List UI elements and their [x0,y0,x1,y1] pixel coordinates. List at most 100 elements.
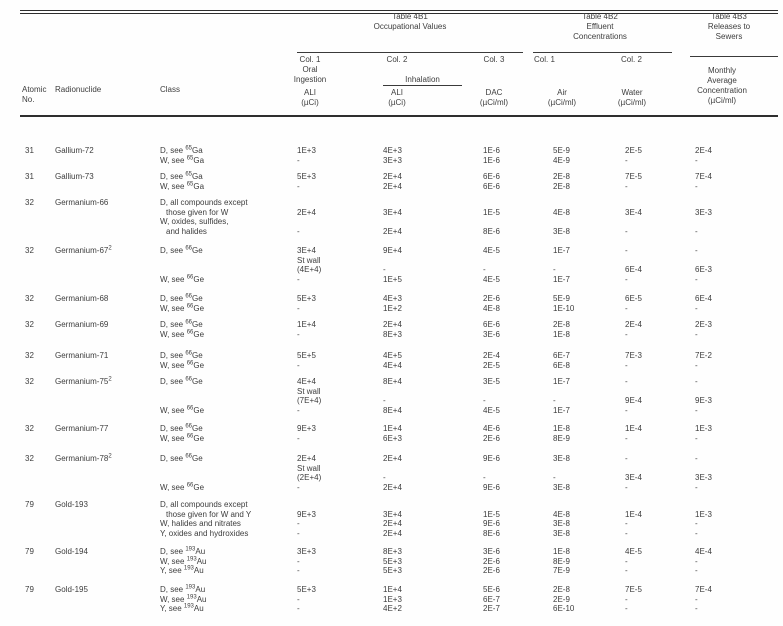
water-effluent-cell: 7E-5 [625,585,642,594]
water-effluent-cell: 9E-4 [625,396,642,405]
oral-ali-cell: St wall [297,255,321,265]
air-col-label: Col. 1 [534,55,555,64]
sewer-concentration-cell: - [695,303,698,313]
water-effluent-cell: - [625,556,628,566]
atomic-number-cell: 32 [25,424,34,433]
inhalation-ali-cell: 2E+4 [383,226,402,236]
atomic-no-header-line1: Atomic [22,85,47,94]
isotope-superscript: 66 [185,319,193,326]
sewer-concentration-cell: 1E-3 [695,424,712,433]
radionuclide-name-cell: Gallium-72 [55,146,94,155]
class-cell: W, see 193Au [160,593,207,604]
radionuclide-name-cell: Gallium-73 [55,172,94,181]
dac-cell: 2E-6 [483,294,500,303]
inhalation-ali-cell: 2E+4 [383,519,402,528]
inhalation-ali-cell: 1E+4 [383,424,402,433]
oral-ali-cell: (4E+4) [297,265,322,274]
air-effluent-cell: 1E-8 [553,547,570,556]
atomic-number-cell: 32 [25,246,34,255]
sewer-concentration-cell: 7E-2 [695,351,712,360]
oral-ali-cell: - [297,360,300,370]
isotope-superscript: 66 [186,481,194,488]
class-cell: D, see 65Ga [160,171,203,181]
air-effluent-cell: 6E-8 [553,360,570,370]
air-effluent-cell: 1E-8 [553,424,570,433]
sewer-sub-label2: Average [707,76,737,85]
table-4b2-title: Table 4B2 Effluent Concentrations [545,12,655,42]
isotope-superscript: 66 [186,273,194,280]
oral-sub-label2: Ingestion [293,75,327,84]
class-cell: those given for W and Y [166,509,252,519]
isotope-superscript: 66 [185,453,193,460]
air-effluent-cell: - [553,396,556,405]
table-4b1-title-line1: Table 4B1 [392,12,428,21]
atomic-number-cell: 32 [25,294,34,303]
air-effluent-cell: 6E-7 [553,351,570,360]
radionuclide-name-cell: Gold-195 [55,585,88,594]
inhalation-ali-cell: 3E+3 [383,155,402,165]
footnote-marker: 2 [108,376,112,383]
table-4b3-title-line1: Table 4B3 [711,12,747,21]
oral-ali-label: ALI [303,88,316,97]
water-effluent-cell: - [625,594,628,604]
sewer-concentration-cell: 3E-3 [695,473,712,482]
inhalation-ali-cell: 1E+2 [383,303,402,313]
table-4b1-title-line2: Occupational Values [373,22,447,31]
oral-unit-label: (µCi) [301,98,319,107]
atomic-number-cell: 32 [25,454,34,463]
class-cell: D, see 66Ge [160,423,203,433]
inhalation-ali-cell: 2E+4 [383,181,402,191]
oral-sub-label1: Oral [302,65,318,74]
water-effluent-cell: - [625,246,628,255]
oral-ali-cell: 2E+4 [297,207,316,217]
water-effluent-cell: - [625,377,628,386]
oral-ali-cell: 5E+3 [297,294,316,303]
oral-col-label: Col. 1 [299,55,321,64]
dac-cell: 4E-5 [483,274,500,284]
isotope-superscript: 193 [183,565,194,572]
oral-ali-cell: 5E+3 [297,585,316,594]
oral-ali-cell: - [297,566,300,575]
oral-ali-cell: - [297,274,300,284]
table-4b1-title: Table 4B1 Occupational Values [335,12,485,32]
isotope-superscript: 193 [185,546,196,553]
radionuclide-name-cell: Germanium-782 [55,453,112,463]
inhalation-ali-cell: 5E+3 [383,556,402,566]
inhalation-ali-cell: - [383,473,386,482]
inhalation-ali-cell: 1E+5 [383,274,402,284]
dac-cell: 4E-6 [483,424,500,433]
dac-cell: 9E-6 [483,519,500,528]
inhalation-ali-cell: 4E+3 [383,294,402,303]
atomic-number-cell: 31 [25,172,34,181]
class-cell: D, see 66Ge [160,376,203,386]
air-unit-label: (µCi/ml) [547,98,577,107]
top-double-rule [20,10,778,14]
sewer-sub-label3: Concentration [697,86,747,95]
sewer-concentration-cell: 2E-3 [695,320,712,329]
water-effluent-cell: - [625,528,628,538]
water-effluent-cell: - [625,566,628,575]
water-effluent-cell: - [625,604,628,613]
dac-cell: 4E-8 [483,303,500,313]
dac-cell: 5E-6 [483,585,500,594]
dac-cell: 6E-6 [483,320,500,329]
class-cell: W, see 193Au [160,555,207,566]
dac-cell: 8E-6 [483,528,500,538]
isotope-superscript: 66 [185,245,193,252]
oral-ali-cell: - [297,604,300,613]
table-4b1-underline [297,52,523,53]
sewer-concentration-cell: 7E-4 [695,585,712,594]
oral-ali-cell: 5E+5 [297,351,316,360]
atomic-number-cell: 32 [25,377,34,386]
sewer-concentration-cell: 9E-3 [695,396,712,405]
sewer-concentration-cell: 3E-3 [695,207,712,217]
air-effluent-cell: 2E-8 [553,585,570,594]
dac-cell: 2E-6 [483,566,500,575]
oral-ali-cell: - [297,303,300,313]
class-cell: D, see 66Ge [160,350,203,360]
class-cell: D, see 65Ga [160,145,203,155]
radionuclide-name-cell: Germanium-68 [55,294,109,303]
dac-cell: 6E-7 [483,594,500,604]
oral-ali-cell: 4E+4 [297,377,316,386]
